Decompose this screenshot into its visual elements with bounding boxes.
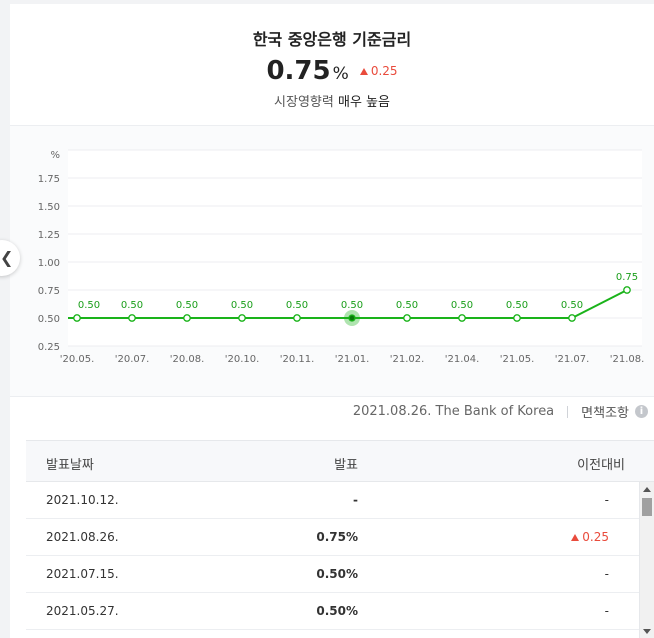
- row-value: -: [353, 493, 358, 507]
- triangle-up-icon: [359, 68, 368, 75]
- row-value: 0.75%: [316, 530, 358, 544]
- y-tick-label: 1.00: [38, 258, 60, 269]
- x-tick-label: '21.05.: [500, 354, 535, 365]
- y-tick-label: 1.75: [38, 174, 60, 185]
- row-value: 0.50%: [316, 567, 358, 581]
- header-prev: 이전대비: [577, 458, 625, 473]
- row-date: 2021.07.15.: [46, 567, 119, 581]
- y-axis-label: %: [50, 150, 60, 161]
- row-prev-value: -: [604, 567, 609, 581]
- rate-header: 한국 중앙은행 기준금리 0.75% 0.25 시장영향력 매우 높음: [10, 4, 654, 124]
- impact-value: 매우 높음: [337, 95, 390, 110]
- source-text: 2021.08.26. The Bank of Korea: [352, 404, 555, 419]
- x-tick-label: '20.05.: [60, 354, 95, 365]
- rate-change: 0.25: [359, 64, 398, 78]
- rate-unit: %: [332, 64, 349, 84]
- data-label: 0.50: [121, 300, 143, 311]
- x-tick-label: '21.01.: [335, 354, 370, 365]
- data-label: 0.50: [78, 300, 100, 311]
- scroll-up-icon[interactable]: [643, 487, 651, 492]
- scroll-down-icon[interactable]: [643, 629, 651, 634]
- data-point: [348, 314, 356, 322]
- info-icon[interactable]: i: [635, 405, 648, 418]
- x-tick-label: '21.04.: [445, 354, 480, 365]
- y-tick-label: 0.25: [38, 342, 60, 353]
- row-prev: -: [466, 604, 609, 618]
- series-line: [68, 289, 628, 319]
- row-date: 2021.10.12.: [46, 493, 119, 507]
- table-body: 2021.10.12. - - 2021.08.26. 0.75% 0.25 2021.07…: [26, 482, 654, 630]
- x-tick-label: '20.10.: [225, 354, 260, 365]
- row-prev: 0.25: [466, 530, 609, 544]
- header-value: 발표: [334, 458, 358, 473]
- data-point: [183, 314, 191, 322]
- y-tick-label: 0.50: [38, 314, 60, 325]
- data-label: 0.50: [286, 300, 308, 311]
- rate-value: 0.75: [266, 56, 331, 86]
- table-row: 2021.05.27. 0.50% -: [26, 593, 654, 630]
- data-point: [293, 314, 301, 322]
- scroll-thumb[interactable]: [642, 498, 652, 516]
- row-value: 0.50%: [316, 604, 358, 618]
- data-point: [73, 314, 81, 322]
- previous-button[interactable]: ❮: [0, 240, 20, 276]
- disclaimer-link[interactable]: 면책조항: [581, 406, 629, 421]
- row-prev-value: 0.25: [582, 530, 609, 544]
- data-point: [568, 314, 576, 322]
- rate-change-value: 0.25: [370, 64, 398, 78]
- x-tick-label: '21.07.: [555, 354, 590, 365]
- x-tick-label: '20.11.: [280, 354, 315, 365]
- table-row: 2021.10.12. - -: [26, 482, 654, 519]
- data-point: [403, 314, 411, 322]
- scrollbar[interactable]: [639, 482, 654, 638]
- row-prev: -: [466, 493, 609, 507]
- table-row: 2021.08.26. 0.75% 0.25: [26, 519, 654, 556]
- data-label: 0.75: [616, 272, 638, 283]
- rate-line: 0.75% 0.25: [10, 56, 654, 86]
- x-tick-label: '21.02.: [390, 354, 425, 365]
- data-label: 0.50: [176, 300, 198, 311]
- data-point: [623, 286, 631, 294]
- y-tick-label: 0.75: [38, 286, 60, 297]
- rate-card: 한국 중앙은행 기준금리 0.75% 0.25 시장영향력 매우 높음 0.25…: [10, 4, 654, 638]
- source-row: 2021.08.26. The Bank of Korea 면책조항 i: [353, 402, 648, 421]
- history-table: 발표날짜 발표 이전대비 2021.10.12. - - 2021.08.26. 0.7…: [26, 440, 654, 638]
- x-tick-label: '21.08.: [610, 354, 645, 365]
- x-tick-label: '20.07.: [115, 354, 150, 365]
- x-tick-label: '20.08.: [170, 354, 205, 365]
- rate-line-chart: 0.25 0.50 0.75 1.00 1.25 1.50 1.75% '20.05. '20.…: [38, 149, 645, 365]
- row-date: 2021.08.26.: [46, 530, 119, 544]
- page-title: 한국 중앙은행 기준금리: [252, 30, 412, 49]
- chart-area: 0.25 0.50 0.75 1.00 1.25 1.50 1.75% '20.05. '20.…: [10, 125, 654, 397]
- row-prev: -: [466, 567, 609, 581]
- table-row: 2021.07.15. 0.50% -: [26, 556, 654, 593]
- row-prev-value: -: [604, 604, 609, 618]
- data-label: 0.50: [561, 300, 583, 311]
- divider: [567, 405, 569, 418]
- table-header: 발표날짜 발표 이전대비: [26, 441, 654, 482]
- plot-background: [68, 150, 642, 346]
- y-tick-label: 1.25: [38, 230, 60, 241]
- row-date: 2021.05.27.: [46, 604, 119, 618]
- data-label: 0.50: [506, 300, 528, 311]
- data-point: [238, 314, 246, 322]
- data-label: 0.50: [231, 300, 253, 311]
- data-point: [513, 314, 521, 322]
- triangle-up-icon: [571, 534, 580, 541]
- header-date: 발표날짜: [46, 458, 94, 473]
- data-point: [128, 314, 136, 322]
- data-label: 0.50: [396, 300, 418, 311]
- y-tick-label: 1.50: [38, 202, 60, 213]
- data-point: [458, 314, 466, 322]
- market-impact: 시장영향력 매우 높음: [10, 91, 654, 110]
- data-label: 0.50: [451, 300, 473, 311]
- chevron-left-icon: ❮: [0, 248, 14, 267]
- row-prev-value: -: [604, 493, 609, 507]
- data-label: 0.50: [341, 300, 363, 311]
- impact-label: 시장영향력: [274, 95, 334, 110]
